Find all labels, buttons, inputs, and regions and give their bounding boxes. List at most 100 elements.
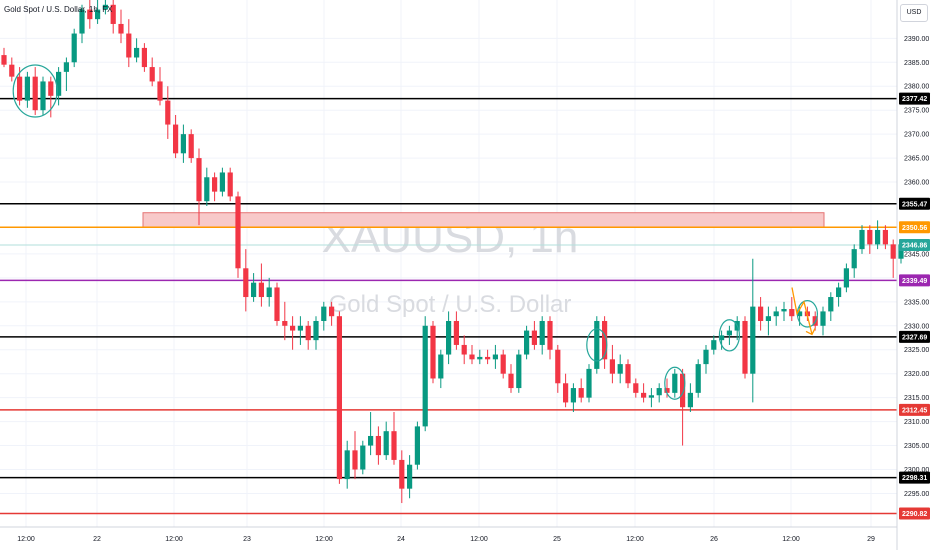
price-tag-label: 2312.45 [902, 407, 927, 414]
candle-body [641, 392, 647, 398]
currency-button[interactable]: USD [900, 4, 928, 22]
candle-body [188, 134, 194, 159]
price-tag-label: 2290.82 [902, 511, 927, 518]
annotation-circle [12, 64, 58, 118]
candle-body [531, 330, 537, 345]
candle-body [227, 172, 233, 197]
time-tick-label: 26 [710, 536, 718, 543]
candle-body [258, 282, 264, 298]
candle-body [578, 388, 584, 398]
candle-body [867, 229, 873, 245]
candle-body [680, 373, 686, 408]
price-tag-bg [899, 471, 930, 484]
candle-body [602, 320, 608, 360]
candle-body [703, 349, 709, 365]
price-tag-bg [899, 507, 930, 520]
candle-body [173, 124, 179, 154]
candle-body [102, 4, 108, 10]
price-tag-label: 2346.86 [902, 243, 927, 250]
candle-body [87, 9, 93, 20]
candle-body [586, 368, 592, 398]
candle-body [742, 320, 748, 374]
price-tick-label: 2370.00 [904, 132, 929, 139]
time-tick-label: 12:00 [470, 536, 488, 543]
candle-body [797, 311, 803, 317]
candle-body [329, 306, 335, 317]
price-tick-label: 2315.00 [904, 395, 929, 402]
price-tag-bg [899, 239, 930, 252]
time-tick-label: 12:00 [315, 536, 333, 543]
price-tick-label: 2380.00 [904, 84, 929, 91]
candle-body [149, 67, 155, 82]
candle-body [750, 306, 756, 374]
candle-body [563, 383, 569, 403]
annotation-circle [586, 328, 608, 362]
candle-body [594, 320, 600, 369]
candle-body [508, 373, 514, 389]
candle-body [134, 47, 140, 58]
projection-arrowhead [805, 328, 816, 336]
candle-body [547, 320, 553, 350]
price-tick-label: 2375.00 [904, 108, 929, 115]
candle-body [836, 287, 842, 298]
annotation-circle [718, 319, 741, 352]
candle-body [719, 335, 725, 341]
price-tick-label: 2310.00 [904, 419, 929, 426]
candle-body [126, 33, 132, 58]
candle-body [9, 64, 15, 77]
price-tag-label: 2377.42 [902, 96, 927, 103]
price-tag-bg [899, 92, 930, 105]
candle-body [453, 320, 459, 345]
price-tick-label: 2330.00 [904, 323, 929, 330]
time-tick-label: 12:00 [782, 536, 800, 543]
candle-body [898, 244, 904, 259]
candle-body [204, 177, 210, 202]
candle-body [336, 316, 342, 480]
candle-body [773, 311, 779, 317]
candle-body [648, 395, 654, 398]
price-tag-label: 2339.49 [902, 278, 927, 285]
candle-body [461, 344, 467, 355]
price-tag-bg [899, 330, 930, 343]
candle-body [765, 316, 771, 321]
price-tag-label: 2355.47 [902, 201, 927, 208]
candle-body [251, 282, 257, 298]
candle-body [219, 172, 225, 192]
price-tick-label: 2295.00 [904, 491, 929, 498]
candle-body [687, 392, 693, 408]
candle-body [430, 325, 436, 379]
candle-body [24, 76, 30, 101]
price-tag-label: 2350.56 [902, 225, 927, 232]
candle-body [477, 356, 483, 360]
candle-body [399, 459, 405, 489]
candles [1, 0, 904, 504]
candle-body [446, 320, 452, 355]
price-axis: 2295.00 2300.00 2305.00 2310.00 2315.00 2320.… [904, 36, 929, 498]
candle-body [63, 62, 69, 72]
candle-body [305, 325, 311, 341]
candle-body [656, 388, 662, 396]
grid [0, 0, 897, 527]
candle-body [828, 297, 834, 312]
candle-body [407, 464, 413, 489]
candle-body [313, 320, 319, 341]
price-tick-label: 2320.00 [904, 371, 929, 378]
candle-body [391, 431, 397, 460]
candle-body [672, 373, 678, 393]
time-tick-label: 29 [867, 536, 875, 543]
candle-body [664, 388, 670, 393]
candle-body [843, 268, 849, 288]
candle-body [890, 244, 896, 259]
price-tick-label: 2325.00 [904, 347, 929, 354]
price-tag-bg [899, 197, 930, 210]
candle-body [882, 229, 888, 245]
price-tick-label: 2335.00 [904, 299, 929, 306]
candle-body [368, 435, 374, 446]
candle-body [17, 76, 23, 101]
candle-body [492, 354, 498, 360]
candle-body [859, 229, 865, 250]
candle-body [438, 354, 444, 379]
candle-body [383, 431, 389, 456]
